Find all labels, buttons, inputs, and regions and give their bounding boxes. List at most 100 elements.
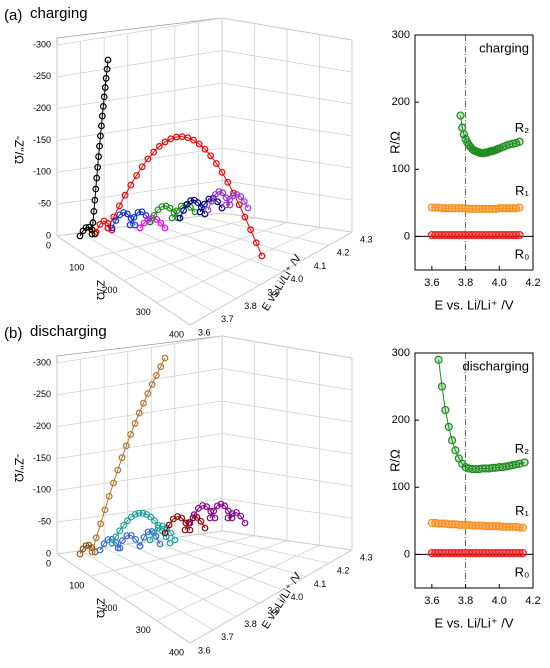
decorative-marker (155, 143, 163, 150)
z-tick-label: -250 (33, 389, 51, 399)
decorative-marker (139, 509, 147, 517)
decorative-curve (225, 193, 249, 209)
data-point (518, 548, 527, 558)
grid-line (56, 212, 223, 237)
grid-line (156, 544, 320, 622)
x-axis-label: Z'/Ω (94, 598, 106, 618)
decorative-marker (105, 492, 113, 500)
grid-line (127, 543, 260, 604)
plot-frame (414, 352, 534, 589)
grid-line (189, 549, 353, 644)
decorative-marker (116, 527, 124, 535)
decorative-marker (167, 135, 175, 143)
decorative-marker (136, 542, 144, 550)
z-tick-label: 0 (46, 548, 51, 558)
decorative-marker (97, 132, 104, 140)
grid-line (123, 222, 288, 281)
grid-line (221, 530, 353, 551)
data-point (434, 355, 443, 364)
decorative-marker (127, 531, 135, 539)
decorative-marker (96, 221, 104, 228)
decorative-marker (98, 112, 106, 120)
decorative-marker (174, 513, 181, 520)
decorative-marker (101, 84, 109, 91)
decorative-marker (112, 533, 120, 541)
decorative-marker (228, 510, 236, 517)
data-point (441, 405, 450, 415)
data-point (447, 436, 457, 445)
decorative-marker (191, 208, 199, 216)
decorative-marker (208, 197, 216, 205)
x-tick-label: 100 (69, 263, 84, 273)
series-label: R₁ (515, 503, 529, 518)
decorative-marker (123, 210, 131, 218)
decorative-marker (100, 540, 108, 548)
decorative-marker (187, 197, 195, 205)
decorative-marker (176, 214, 184, 222)
decorative-marker (90, 207, 98, 215)
decorative-marker (144, 390, 152, 397)
grid-line (56, 530, 223, 555)
decorative-marker (241, 519, 249, 527)
decorative-marker (233, 509, 240, 516)
decorative-marker (213, 502, 221, 510)
grid-line (56, 553, 191, 644)
decorative-marker (120, 521, 127, 529)
panel-label: (a) (4, 7, 22, 24)
decorative-marker (103, 65, 111, 73)
decorative-marker (76, 232, 84, 240)
y-tick-label: 4.2 (337, 248, 350, 258)
x-axis-label: E vs. Li/Li⁺ /V (434, 297, 513, 312)
grid-line (56, 368, 353, 396)
decorative-marker (161, 138, 169, 146)
x-tick-label: 3.8 (458, 595, 473, 607)
frame-line (56, 17, 223, 39)
decorative-marker (195, 140, 203, 148)
x-tick-label: 3.6 (424, 595, 439, 607)
decorative-curve (209, 503, 233, 519)
z-tick-label: -150 (33, 135, 51, 145)
grid-line (80, 232, 214, 313)
y-tick-label: 200 (392, 414, 410, 426)
series-line (438, 359, 525, 470)
grid-line (189, 231, 353, 326)
y-tick-label: 0 (404, 548, 410, 560)
decorative-marker (165, 521, 173, 529)
grid-line (198, 215, 329, 246)
decorative-marker (161, 224, 169, 232)
decorative-marker (146, 218, 154, 226)
decorative-marker (161, 529, 169, 537)
decorative-marker (166, 539, 174, 547)
decorative-marker (148, 380, 156, 388)
series-label: R₂ (515, 441, 529, 456)
z-tick-label: -300 (33, 357, 51, 367)
decorative-marker (237, 512, 245, 520)
x-tick-label: 400 (169, 329, 184, 339)
decorative-marker (114, 466, 122, 474)
decorative-marker (136, 224, 144, 232)
grid-line (56, 465, 353, 491)
grid-line (103, 547, 237, 617)
x-tick-label: 300 (136, 307, 151, 317)
decorative-marker (82, 224, 90, 231)
decorative-marker (140, 399, 147, 407)
z-tick-label: -150 (33, 453, 51, 463)
x-tick-label: 200 (102, 603, 117, 613)
grid-line (56, 335, 353, 364)
decorative-marker (104, 224, 112, 232)
decorative-marker (150, 529, 158, 537)
decorative-marker (100, 93, 108, 101)
decorative-marker (99, 102, 107, 110)
decorative-marker (127, 430, 135, 438)
decorative-marker (92, 534, 100, 542)
x-tick-label: 4.2 (525, 277, 540, 289)
y-tick-label: 4.2 (337, 566, 350, 576)
decorative-curve (99, 538, 121, 551)
decorative-marker (96, 546, 104, 554)
x-tick-label: 100 (69, 581, 84, 591)
decorative-marker (194, 199, 202, 207)
decorative-marker (82, 542, 90, 549)
decorative-marker (131, 420, 139, 427)
